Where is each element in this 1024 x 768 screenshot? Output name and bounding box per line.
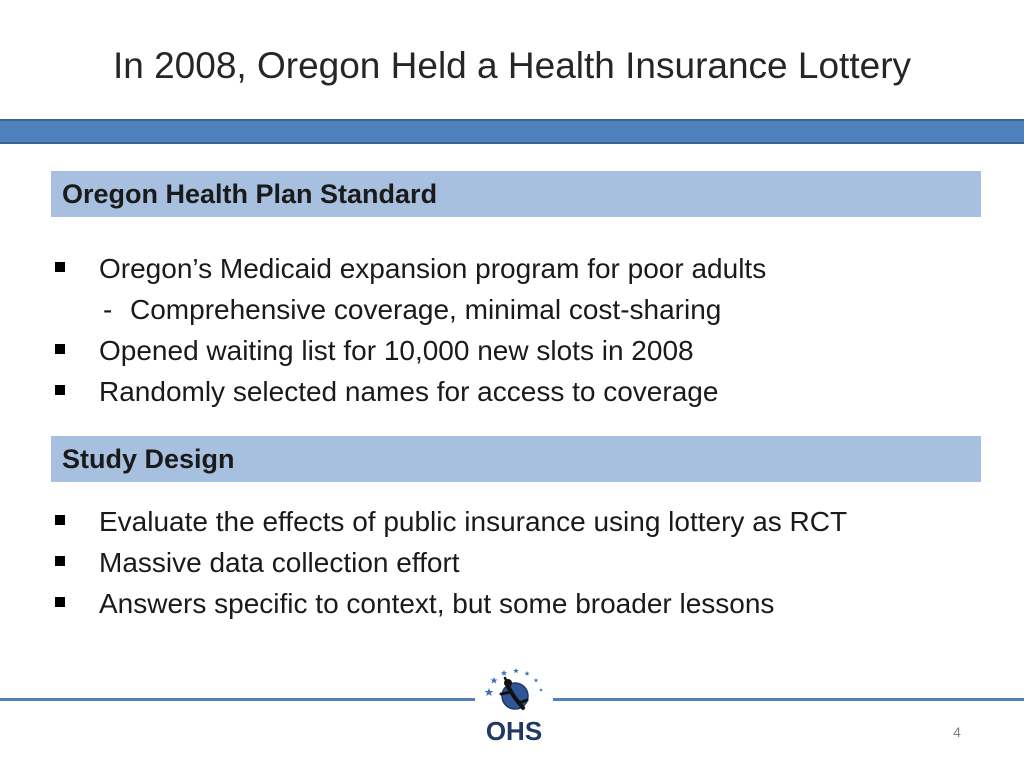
sub-list-item-text: Comprehensive coverage, minimal cost-sha…: [130, 294, 722, 325]
list-item-text: Evaluate the effects of public insurance…: [99, 506, 848, 537]
title-accent-bar: [0, 119, 1024, 144]
list-item-text: Oregon’s Medicaid expansion program for …: [99, 253, 767, 284]
square-bullet-icon: [55, 515, 65, 525]
sub-list-item: - Comprehensive coverage, minimal cost-s…: [0, 291, 1024, 332]
list-item: Answers specific to context, but some br…: [0, 585, 1024, 626]
bullet-list-study-design: Evaluate the effects of public insurance…: [0, 503, 1024, 626]
ohs-logo: OHS: [475, 664, 553, 746]
section-header-study-design: Study Design: [51, 436, 981, 482]
bullet-list-standard: Oregon’s Medicaid expansion program for …: [0, 250, 1024, 414]
footer-rule-right: [553, 698, 1024, 701]
list-item: Oregon’s Medicaid expansion program for …: [0, 250, 1024, 291]
square-bullet-icon: [55, 597, 65, 607]
list-item: Massive data collection effort: [0, 544, 1024, 585]
list-item: Evaluate the effects of public insurance…: [0, 503, 1024, 544]
list-item-text: Opened waiting list for 10,000 new slots…: [99, 335, 694, 366]
slide-title: In 2008, Oregon Held a Health Insurance …: [112, 45, 912, 86]
section-header-standard: Oregon Health Plan Standard: [51, 171, 981, 217]
list-item-text: Randomly selected names for access to co…: [99, 376, 719, 407]
list-item: Opened waiting list for 10,000 new slots…: [0, 332, 1024, 373]
footer-rule-left: [0, 698, 475, 701]
ohs-logo-icon: [484, 668, 543, 710]
square-bullet-icon: [55, 344, 65, 354]
list-item-text: Massive data collection effort: [99, 547, 460, 578]
page-number: 4: [953, 724, 961, 740]
ohs-logo-text: OHS: [485, 716, 543, 746]
list-item-text: Answers specific to context, but some br…: [99, 588, 775, 619]
square-bullet-icon: [55, 262, 65, 272]
square-bullet-icon: [55, 556, 65, 566]
list-item: Randomly selected names for access to co…: [0, 373, 1024, 414]
dash-marker: -: [103, 294, 113, 325]
square-bullet-icon: [55, 385, 65, 395]
